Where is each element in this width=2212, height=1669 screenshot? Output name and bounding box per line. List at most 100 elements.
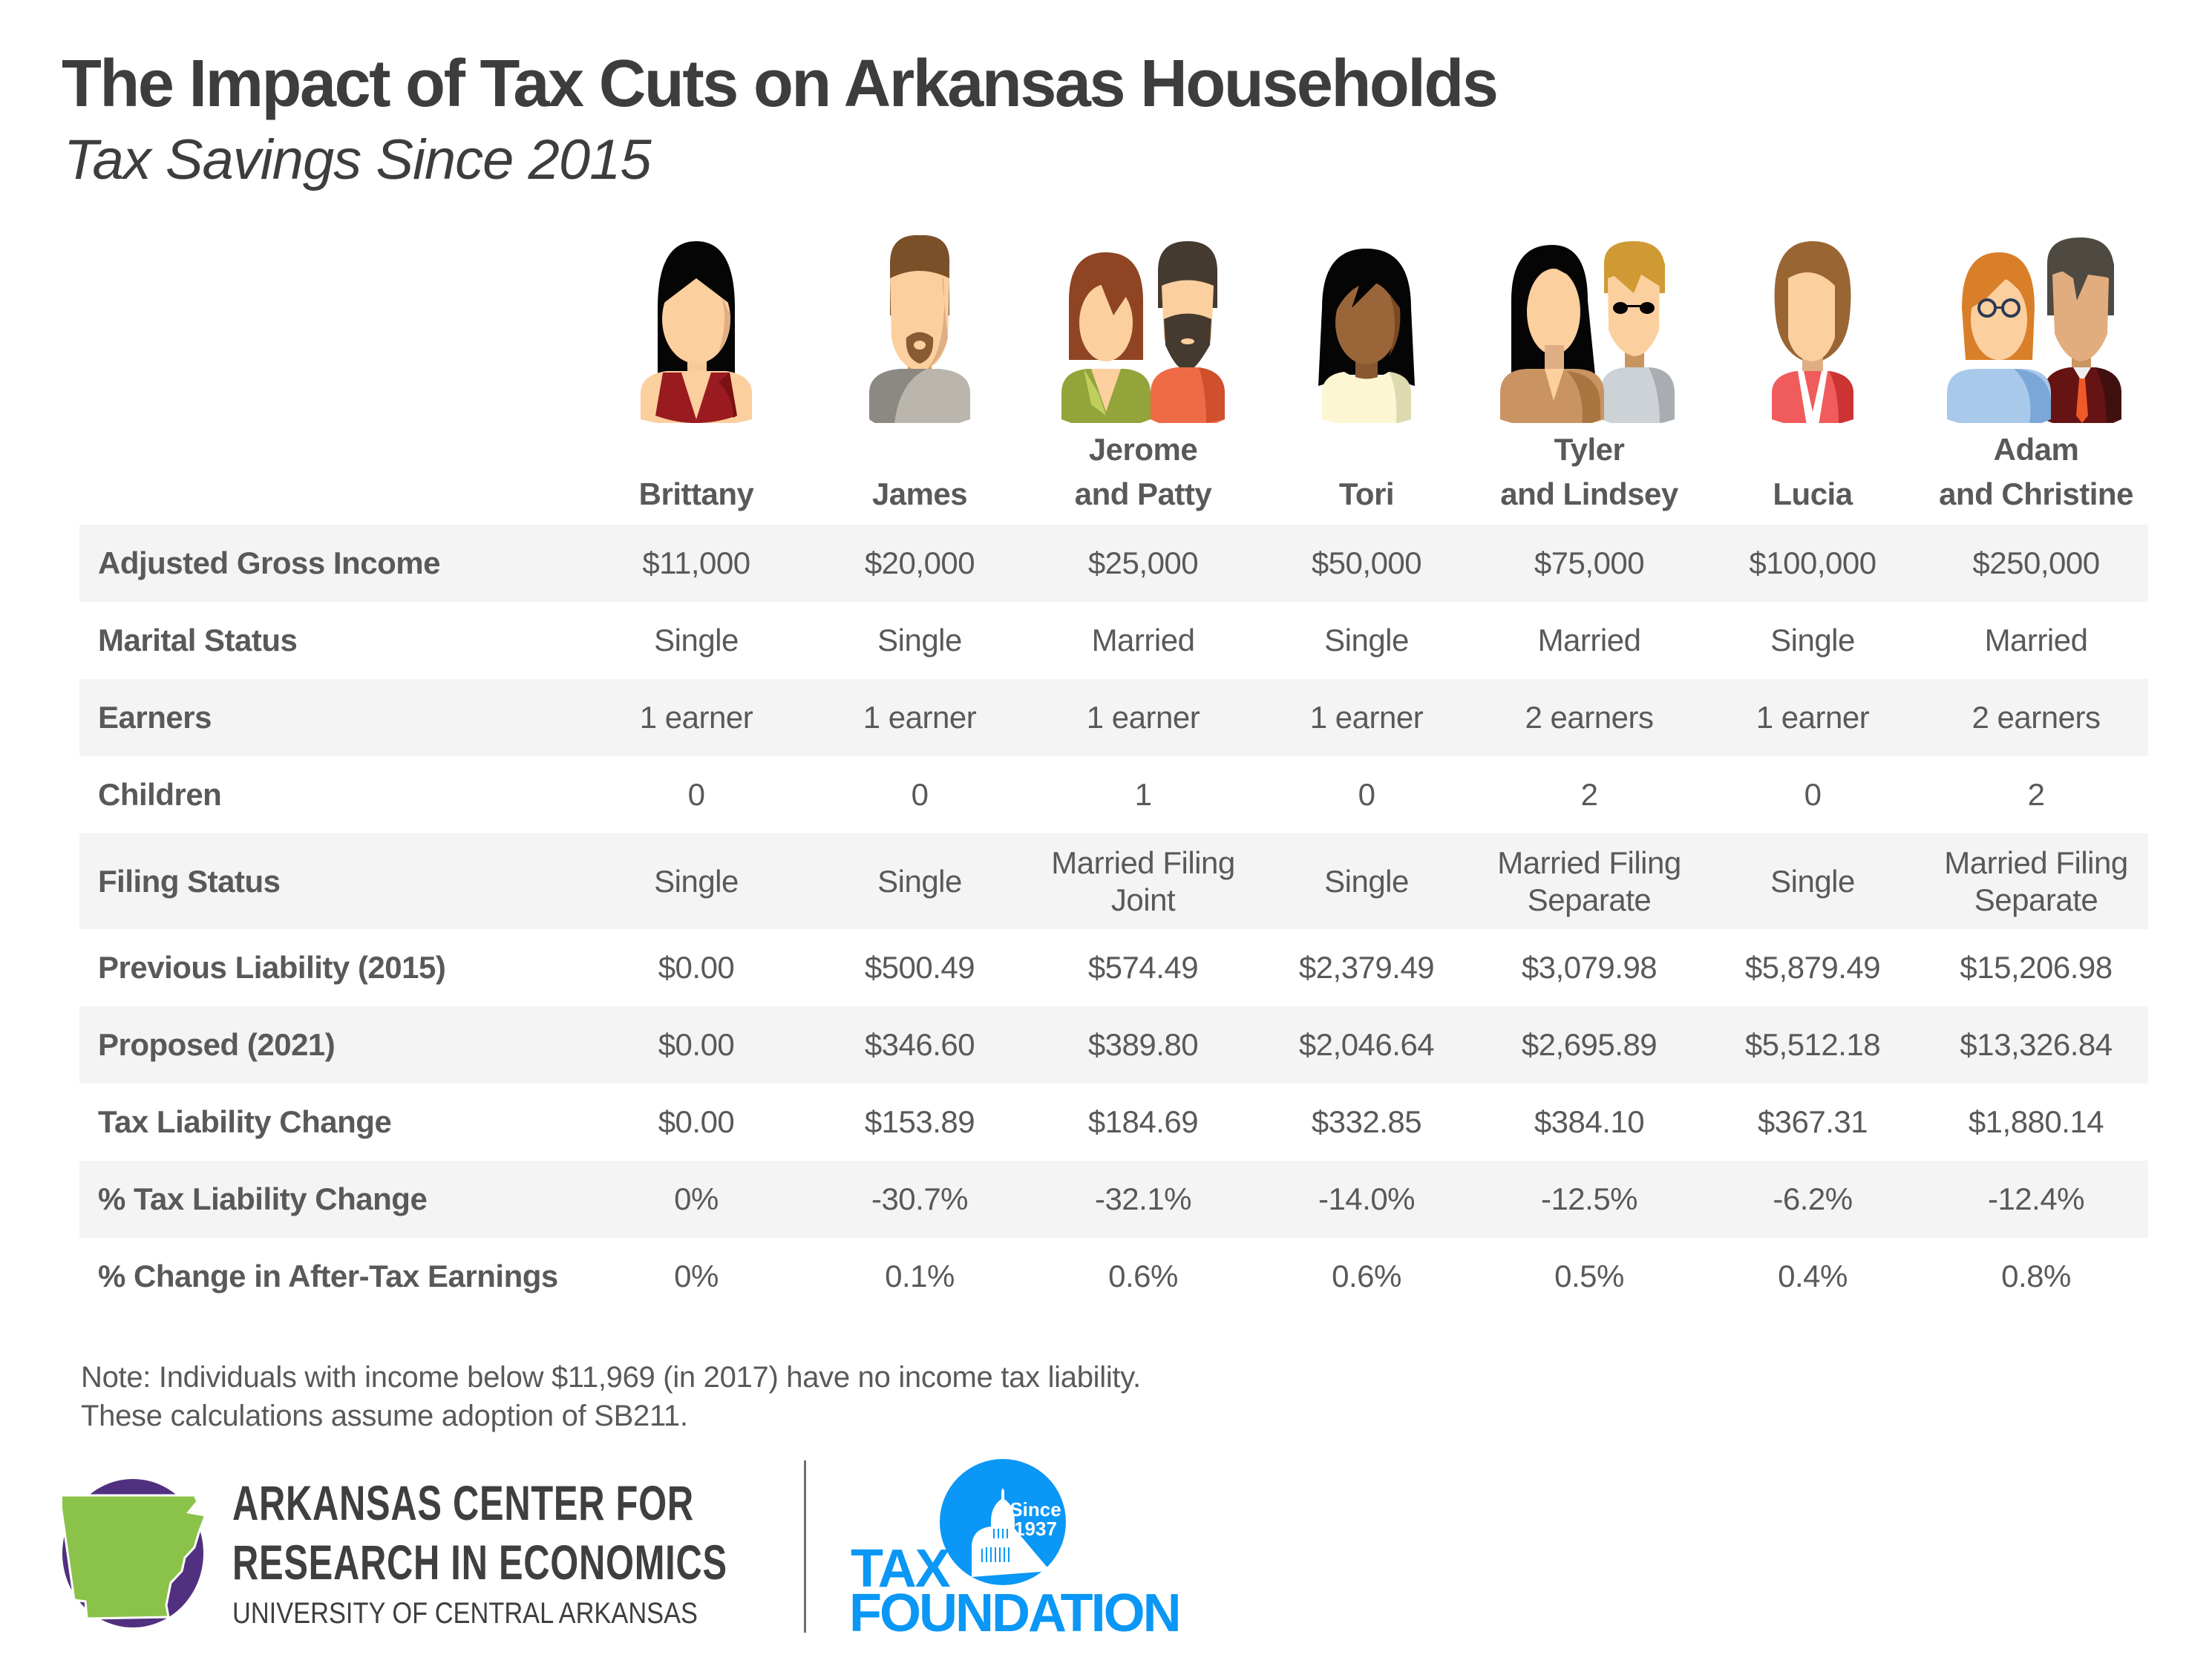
footnote-line: These calculations assume adoption of SB… (81, 1400, 688, 1432)
table-cell: -30.7% (871, 1181, 969, 1216)
table-cell: -32.1% (1094, 1181, 1192, 1216)
table-row: Previous Liability (2015) $0.00 $500.49 … (79, 929, 2148, 1006)
table-cell: -12.4% (1987, 1181, 2085, 1216)
table-cell: Single (654, 623, 739, 658)
table-row: Marital Status Single Single Married Sin… (79, 602, 2148, 679)
table-cell: Married (1537, 623, 1641, 658)
table-cell: 0% (674, 1259, 719, 1293)
table-cell: $500.49 (864, 950, 975, 985)
household-name: Brittany (638, 476, 754, 511)
acre-name-line1: ARKANSAS CENTER FOR (232, 1475, 694, 1530)
footer-divider (804, 1460, 806, 1633)
table-cell: $346.60 (864, 1027, 975, 1062)
table-cell: $3,079.98 (1521, 950, 1658, 985)
table-cell: $11,000 (642, 545, 750, 580)
household-name-line1: Jerome (1088, 432, 1198, 467)
man-goatee-gray-shirt-icon (823, 234, 1016, 423)
table-row: Tax Liability Change $0.00 $153.89 $184.… (79, 1083, 2148, 1161)
table-row: Children 0 0 1 0 2 0 2 (79, 756, 2148, 833)
table-cell: Single (1324, 623, 1409, 658)
table-cell: $50,000 (1311, 545, 1422, 580)
table-cell: $13,326.84 (1960, 1027, 2113, 1062)
table-cell: $250,000 (1972, 545, 2100, 580)
table-cell: Single (1770, 623, 1855, 658)
table-cell: $1,880.14 (1968, 1104, 2104, 1139)
table-cell: $384.10 (1534, 1104, 1645, 1139)
table-cell: 1 earner (1755, 700, 1870, 735)
table-cell: 0.1% (885, 1259, 955, 1293)
table-cell: 1 earner (863, 700, 977, 735)
table-cell: 0.6% (1108, 1259, 1178, 1293)
table-row: Adjusted Gross Income $11,000 $20,000 $2… (79, 525, 2148, 602)
table-cell: $100,000 (1749, 545, 1876, 580)
household-name: and Christine (1939, 476, 2133, 511)
table-cell: $574.49 (1087, 950, 1199, 985)
year-label: 1937 (1014, 1518, 1057, 1540)
footnote-line: Note: Individuals with income below $11,… (81, 1361, 1141, 1394)
household-name: and Lindsey (1500, 476, 1678, 511)
table-row: % Tax Liability Change 0% -30.7% -32.1% … (79, 1161, 2148, 1238)
household-name: Tori (1338, 476, 1395, 511)
household-name: James (871, 476, 968, 511)
table-cell: 0 (911, 777, 929, 812)
table-cell: 0.4% (1778, 1259, 1848, 1293)
table-cell: 2 (2027, 777, 2045, 812)
table-cell: -14.0% (1318, 1181, 1416, 1216)
household-name: and Patty (1074, 476, 1212, 511)
row-label: Marital Status (98, 623, 298, 658)
table-cell: $20,000 (864, 545, 975, 580)
row-label: Previous Liability (2015) (98, 950, 446, 985)
table-cell: $2,695.89 (1521, 1027, 1658, 1062)
table-row: Earners 1 earner 1 earner 1 earner 1 ear… (79, 679, 2148, 756)
table-cell: 2 earners (1525, 700, 1654, 735)
couple-sunglasses-icon (1493, 234, 1686, 423)
table-cell: $2,379.49 (1298, 950, 1435, 985)
table-cell: 1 earner (1086, 700, 1200, 735)
table-cell: Married Filing Separate (1497, 845, 1681, 917)
row-label: Proposed (2021) (98, 1027, 336, 1062)
page-title: The Impact of Tax Cuts on Arkansas House… (62, 47, 1499, 121)
row-label: Earners (98, 700, 212, 735)
couple-glasses-suit-icon (1940, 234, 2133, 423)
table-cell: -6.2% (1773, 1181, 1853, 1216)
woman-black-hair-red-top-icon (600, 234, 793, 423)
table-cell: 1 earner (639, 700, 753, 735)
table-cell: $332.85 (1311, 1104, 1422, 1139)
household-name-line1: Adam (1993, 432, 2079, 467)
table-cell: 1 earner (1309, 700, 1424, 735)
table-cell: $15,206.98 (1960, 950, 2113, 985)
table-row: Proposed (2021) $0.00 $346.60 $389.80 $2… (79, 1006, 2148, 1083)
table-cell: 0 (1804, 777, 1822, 812)
table-cell: Married (1984, 623, 2088, 658)
table-cell: $5,512.18 (1744, 1027, 1881, 1062)
footnote: Note: Individuals with income below $11,… (81, 1358, 1141, 1435)
woman-brown-hair-red-top-icon (1716, 234, 1909, 423)
arkansas-state-icon (58, 1479, 208, 1627)
table-cell: -12.5% (1540, 1181, 1638, 1216)
table-cell: Single (1324, 863, 1409, 899)
table-cell: Married Filing Joint (1051, 845, 1235, 917)
table-row: Filing Status Single Single Married Fili… (79, 833, 2148, 929)
table-row: % Change in After-Tax Earnings 0% 0.1% 0… (79, 1238, 2148, 1315)
tax-foundation-line1: TAX (851, 1539, 951, 1598)
row-label: % Tax Liability Change (98, 1181, 428, 1216)
table-cell: $184.69 (1087, 1104, 1199, 1139)
capitol-dome-icon: Since 1937 (939, 1458, 1067, 1586)
table-cell: 0% (674, 1181, 719, 1216)
table-cell: $25,000 (1087, 545, 1199, 580)
table-cell: $0.00 (658, 1027, 735, 1062)
table-cell: $5,879.49 (1744, 950, 1881, 985)
table-cell: 2 earners (1972, 700, 2101, 735)
table-cell: $367.31 (1757, 1104, 1868, 1139)
table-cell: 2 (1580, 777, 1598, 812)
page-subtitle: Tax Savings Since 2015 (64, 128, 652, 191)
since-label: Since (1010, 1498, 1061, 1521)
table-cell: $0.00 (658, 1104, 735, 1139)
table-cell: Single (1770, 863, 1855, 899)
table-cell: 0 (1358, 777, 1375, 812)
household-name: Lucia (1773, 476, 1853, 511)
acre-university: UNIVERSITY OF CENTRAL ARKANSAS (232, 1597, 698, 1630)
table-cell: $2,046.64 (1298, 1027, 1435, 1062)
table-cell: 0.5% (1554, 1259, 1624, 1293)
couple-green-orange-icon (1047, 234, 1240, 423)
